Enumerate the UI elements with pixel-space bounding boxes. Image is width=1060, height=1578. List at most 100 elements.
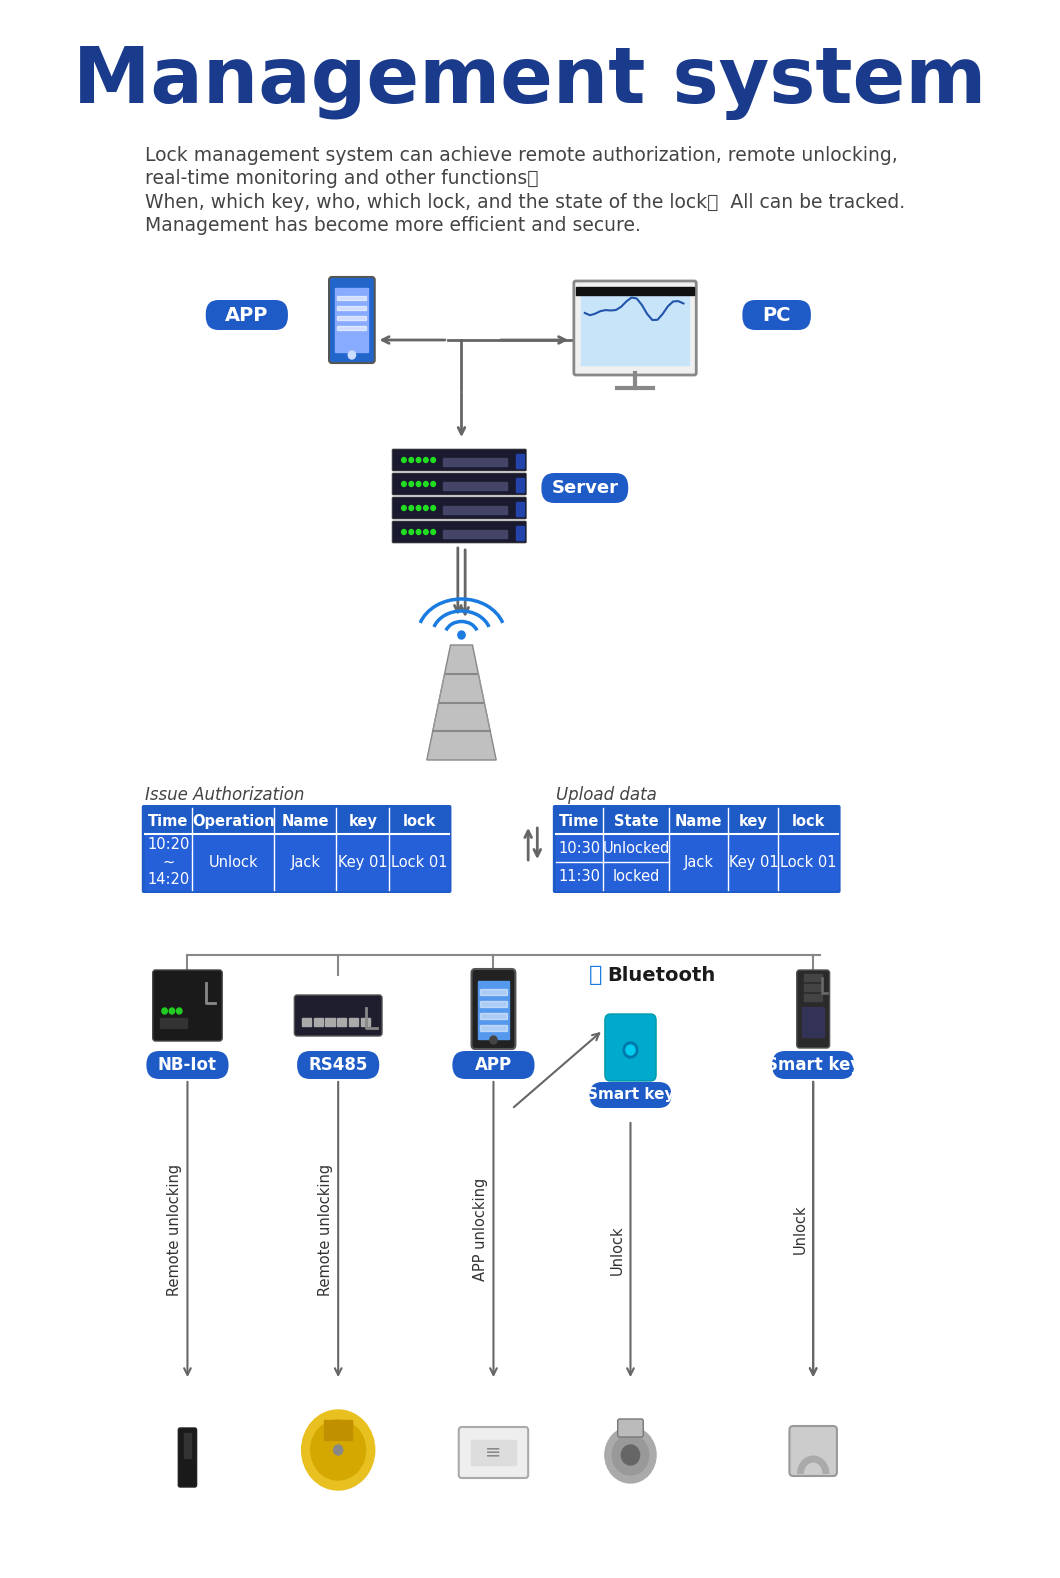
- FancyBboxPatch shape: [742, 300, 811, 330]
- Circle shape: [424, 530, 428, 535]
- Text: Name: Name: [675, 814, 722, 828]
- Bar: [555, 808, 603, 835]
- Bar: [478, 982, 509, 1038]
- Bar: [802, 1007, 824, 1037]
- Text: Lock 01: Lock 01: [780, 855, 836, 869]
- Text: locked: locked: [613, 868, 659, 884]
- Text: RS485: RS485: [308, 1056, 368, 1075]
- Circle shape: [490, 1037, 497, 1045]
- Text: Time: Time: [559, 814, 600, 828]
- Circle shape: [431, 530, 436, 535]
- Text: ≡: ≡: [485, 1442, 501, 1461]
- Bar: [471, 1441, 516, 1464]
- Bar: [576, 287, 694, 295]
- Text: Lock 01: Lock 01: [391, 855, 447, 869]
- FancyBboxPatch shape: [206, 300, 288, 330]
- Circle shape: [417, 530, 421, 535]
- Text: Management system: Management system: [73, 44, 987, 120]
- Bar: [192, 808, 275, 835]
- Bar: [349, 1018, 358, 1026]
- Text: 10:20
~
14:20: 10:20 ~ 14:20: [147, 836, 190, 887]
- Text: Ⓑ: Ⓑ: [589, 966, 602, 985]
- Bar: [778, 808, 837, 835]
- FancyBboxPatch shape: [392, 521, 527, 543]
- Text: Unlocked: Unlocked: [602, 841, 670, 855]
- Bar: [669, 808, 728, 835]
- FancyBboxPatch shape: [453, 1051, 534, 1079]
- Circle shape: [311, 1420, 366, 1480]
- Text: Name: Name: [282, 814, 329, 828]
- Text: Issue Authorization: Issue Authorization: [144, 786, 304, 805]
- Polygon shape: [427, 645, 496, 761]
- Circle shape: [409, 481, 413, 486]
- FancyBboxPatch shape: [605, 1015, 656, 1081]
- Circle shape: [349, 350, 355, 360]
- Bar: [336, 835, 389, 890]
- FancyBboxPatch shape: [392, 497, 527, 519]
- Circle shape: [431, 505, 436, 511]
- FancyBboxPatch shape: [472, 969, 515, 1049]
- Circle shape: [334, 1445, 342, 1455]
- FancyBboxPatch shape: [392, 473, 527, 495]
- Text: State: State: [614, 814, 658, 828]
- Circle shape: [424, 481, 428, 486]
- Bar: [389, 808, 448, 835]
- Bar: [302, 1018, 311, 1026]
- FancyBboxPatch shape: [297, 1051, 379, 1079]
- Bar: [480, 1026, 507, 1030]
- Bar: [603, 808, 669, 835]
- Bar: [805, 974, 823, 982]
- Bar: [336, 808, 389, 835]
- FancyBboxPatch shape: [797, 970, 830, 1048]
- Text: Unlock: Unlock: [793, 1204, 808, 1255]
- Bar: [480, 1000, 507, 1007]
- Bar: [183, 1433, 191, 1458]
- Bar: [389, 835, 448, 890]
- Circle shape: [170, 1008, 175, 1015]
- Circle shape: [605, 1427, 656, 1483]
- FancyBboxPatch shape: [153, 970, 223, 1041]
- Bar: [516, 478, 524, 492]
- Bar: [581, 294, 689, 365]
- Text: Upload data: Upload data: [555, 786, 656, 805]
- Bar: [480, 1013, 507, 1019]
- Bar: [443, 507, 507, 514]
- Text: APP: APP: [475, 1056, 512, 1075]
- Text: Bluetooth: Bluetooth: [607, 966, 716, 985]
- Circle shape: [625, 1045, 635, 1056]
- Bar: [516, 502, 524, 516]
- Text: Remote unlocking: Remote unlocking: [167, 1163, 182, 1296]
- Bar: [603, 835, 669, 862]
- FancyBboxPatch shape: [142, 805, 452, 893]
- Text: NB-Iot: NB-Iot: [158, 1056, 217, 1075]
- FancyBboxPatch shape: [772, 1051, 854, 1079]
- Circle shape: [402, 481, 406, 486]
- Text: Key 01: Key 01: [338, 855, 388, 869]
- Bar: [516, 525, 524, 540]
- Text: Unlock: Unlock: [209, 855, 258, 869]
- FancyBboxPatch shape: [459, 1427, 528, 1479]
- Text: key: key: [349, 814, 377, 828]
- Circle shape: [613, 1434, 649, 1475]
- Bar: [337, 327, 367, 330]
- Bar: [361, 1018, 370, 1026]
- Bar: [324, 1420, 352, 1441]
- Text: When, which key, who, which lock, and the state of the lock，  All can be tracked: When, which key, who, which lock, and th…: [144, 193, 904, 211]
- Text: lock: lock: [403, 814, 436, 828]
- Circle shape: [177, 1008, 182, 1015]
- Bar: [728, 835, 778, 890]
- Bar: [443, 530, 507, 538]
- Bar: [335, 289, 368, 352]
- Text: 10:30: 10:30: [559, 841, 600, 855]
- Circle shape: [431, 458, 436, 462]
- Bar: [325, 1018, 335, 1026]
- Circle shape: [621, 1445, 639, 1464]
- Text: Jack: Jack: [684, 855, 713, 869]
- Text: Jack: Jack: [290, 855, 320, 869]
- Bar: [144, 808, 192, 835]
- Bar: [144, 835, 192, 890]
- FancyBboxPatch shape: [392, 450, 527, 470]
- Text: Smart key: Smart key: [765, 1056, 861, 1075]
- Circle shape: [417, 505, 421, 511]
- Circle shape: [402, 458, 406, 462]
